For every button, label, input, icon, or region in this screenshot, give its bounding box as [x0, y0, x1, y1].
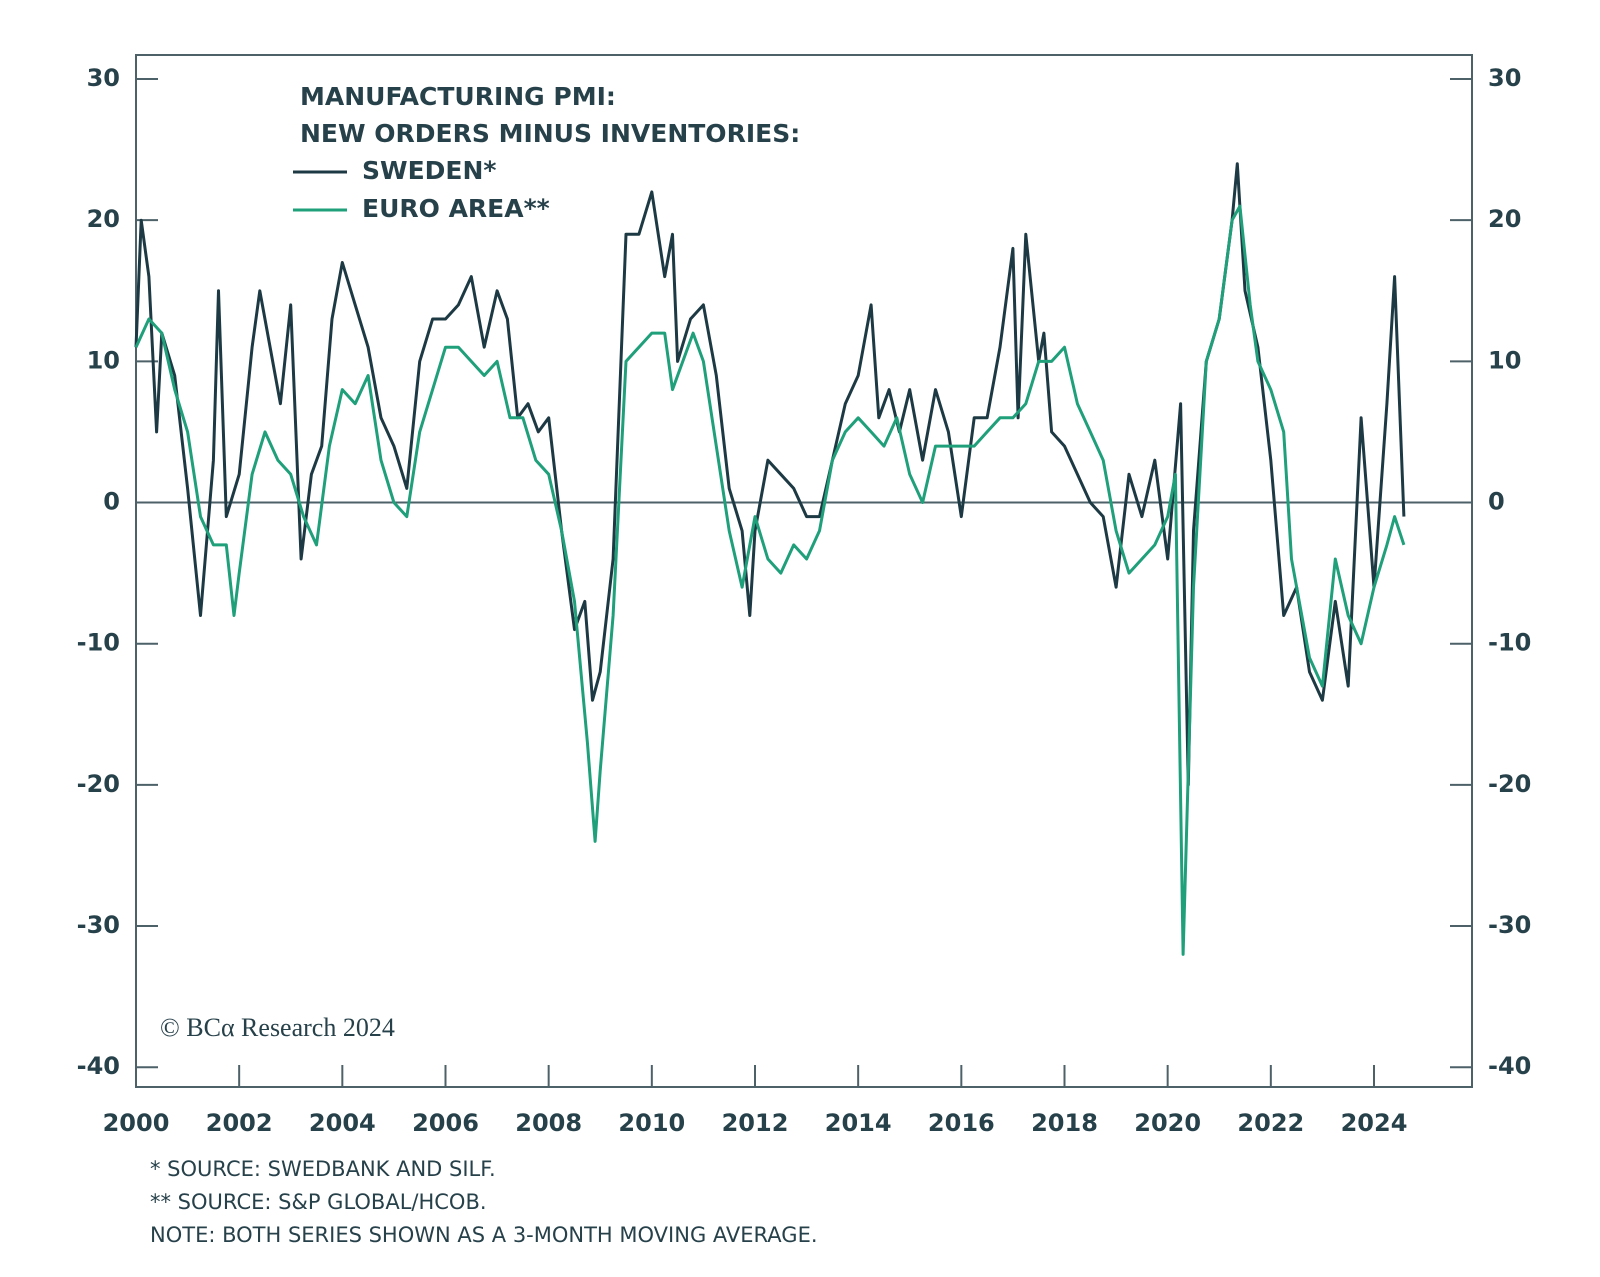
y-tick-label: -10 — [77, 629, 120, 657]
y2-tick-label: -40 — [1488, 1052, 1531, 1080]
note: NOTE: BOTH SERIES SHOWN AS A 3-MONTH MOV… — [150, 1223, 818, 1247]
x-tick-label: 2008 — [515, 1109, 582, 1137]
y2-tick-label: 20 — [1488, 205, 1521, 233]
x-tick-label: 2018 — [1031, 1109, 1098, 1137]
y-tick-label: 0 — [103, 488, 120, 516]
plot-frame — [135, 54, 1473, 1088]
legend-label: SWEDEN* — [362, 156, 497, 185]
y2-tick-label: 30 — [1488, 64, 1521, 92]
x-tick-label: 2016 — [928, 1109, 995, 1137]
series-line — [134, 204, 1406, 956]
y2-tick-label: 0 — [1488, 488, 1505, 516]
y2-tick-label: -30 — [1488, 911, 1531, 939]
x-tick-label: 2022 — [1237, 1109, 1304, 1137]
x-tick-label: 2024 — [1341, 1109, 1408, 1137]
x-tick-label: 2004 — [309, 1109, 376, 1137]
note: ** SOURCE: S&P GLOBAL/HCOB. — [150, 1190, 487, 1214]
x-tick-label: 2020 — [1134, 1109, 1201, 1137]
y-tick-label: 10 — [87, 346, 120, 374]
y-tick-label: 20 — [87, 205, 120, 233]
y-tick-label: -30 — [77, 911, 120, 939]
note: * SOURCE: SWEDBANK AND SILF. — [150, 1157, 496, 1181]
y-tick-label: -20 — [77, 770, 120, 798]
x-tick-label: 2000 — [103, 1109, 170, 1137]
x-tick-label: 2002 — [206, 1109, 273, 1137]
copyright: © BCα Research 2024 — [160, 1013, 395, 1042]
legend-label: EURO AREA** — [362, 194, 550, 223]
x-tick-label: 2012 — [722, 1109, 789, 1137]
y-tick-label: 30 — [87, 64, 120, 92]
chart-title: NEW ORDERS MINUS INVENTORIES: — [300, 119, 800, 148]
x-tick-label: 2010 — [618, 1109, 685, 1137]
chart-title: MANUFACTURING PMI: — [300, 82, 616, 111]
y2-tick-label: -10 — [1488, 629, 1531, 657]
y-tick-label: -40 — [77, 1052, 120, 1080]
y2-tick-label: 10 — [1488, 346, 1521, 374]
x-tick-label: 2006 — [412, 1109, 479, 1137]
x-tick-label: 2014 — [825, 1109, 892, 1137]
y2-tick-label: -20 — [1488, 770, 1531, 798]
